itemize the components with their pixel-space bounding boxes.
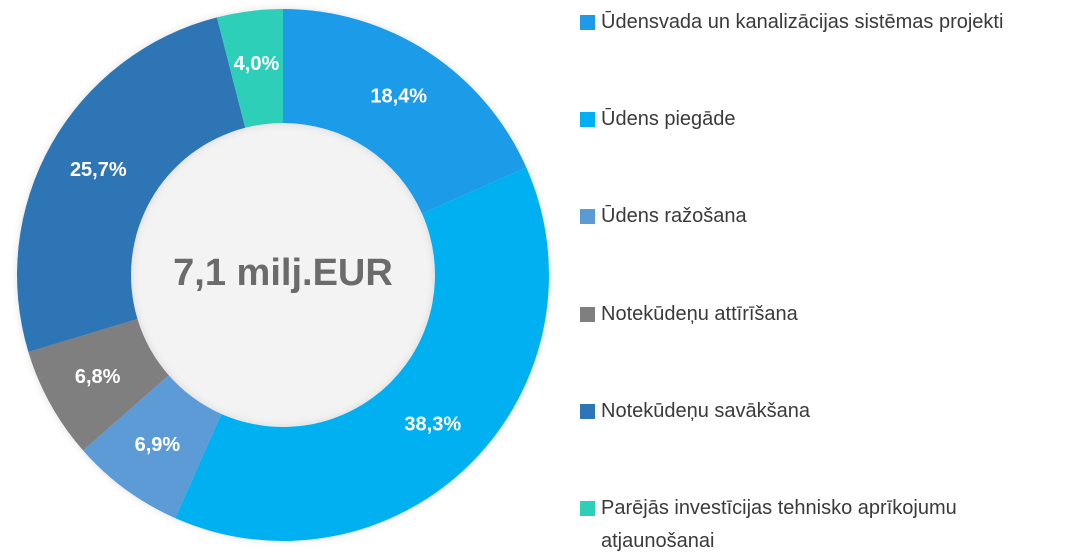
data-label: 6,9% xyxy=(135,434,181,456)
slice xyxy=(17,17,246,352)
legend-swatch xyxy=(580,501,595,516)
legend-swatch xyxy=(580,306,595,322)
slice xyxy=(83,375,222,519)
legend-label: Ūdens ražošana xyxy=(601,205,747,228)
legend-item: Ūdens piegāde xyxy=(580,103,1070,136)
legend-swatch xyxy=(580,403,595,419)
legend-swatch xyxy=(580,112,595,128)
data-label: 6,8% xyxy=(75,366,121,388)
center-label: 7,1 milj.EUR xyxy=(173,252,393,294)
legend-item: Ūdensvada un kanalizācijas sistēmas proj… xyxy=(580,6,1070,39)
legend-item: Parējās investīcijas tehnisko aprīkojumu… xyxy=(580,492,1070,556)
slice xyxy=(28,318,169,451)
legend-swatch xyxy=(580,209,595,225)
data-label: 25,7% xyxy=(70,159,127,181)
data-label: 18,4% xyxy=(370,86,427,108)
legend-label: Ūdensvada un kanalizācijas sistēmas proj… xyxy=(601,11,1004,33)
legend-item: Ūdens ražošana xyxy=(580,200,1070,233)
slice xyxy=(175,167,550,542)
data-label: 4,0% xyxy=(234,53,280,75)
legend-label: Parējās investīcijas tehnisko aprīkojumu… xyxy=(601,497,957,552)
donut-area: 7,1 milj.EUR 18,4% 38,3% 6,9% 6,8% 25,7% 4,0% xyxy=(17,9,550,542)
slice xyxy=(216,9,283,128)
legend-swatch xyxy=(580,15,595,30)
legend-label: Notekūdeņu savākšana xyxy=(601,399,811,422)
slices xyxy=(17,9,550,542)
data-label: 38,3% xyxy=(404,413,461,435)
legend-item: Notekūdeņu attīrīšana xyxy=(580,298,1070,331)
legend-item: Notekūdeņu savākšana xyxy=(580,395,1070,428)
donut-hole xyxy=(131,123,435,427)
legend-label: Ūdens piegāde xyxy=(601,108,736,131)
legend-label: Notekūdeņu attīrīšana xyxy=(601,302,798,325)
slice xyxy=(283,9,527,214)
